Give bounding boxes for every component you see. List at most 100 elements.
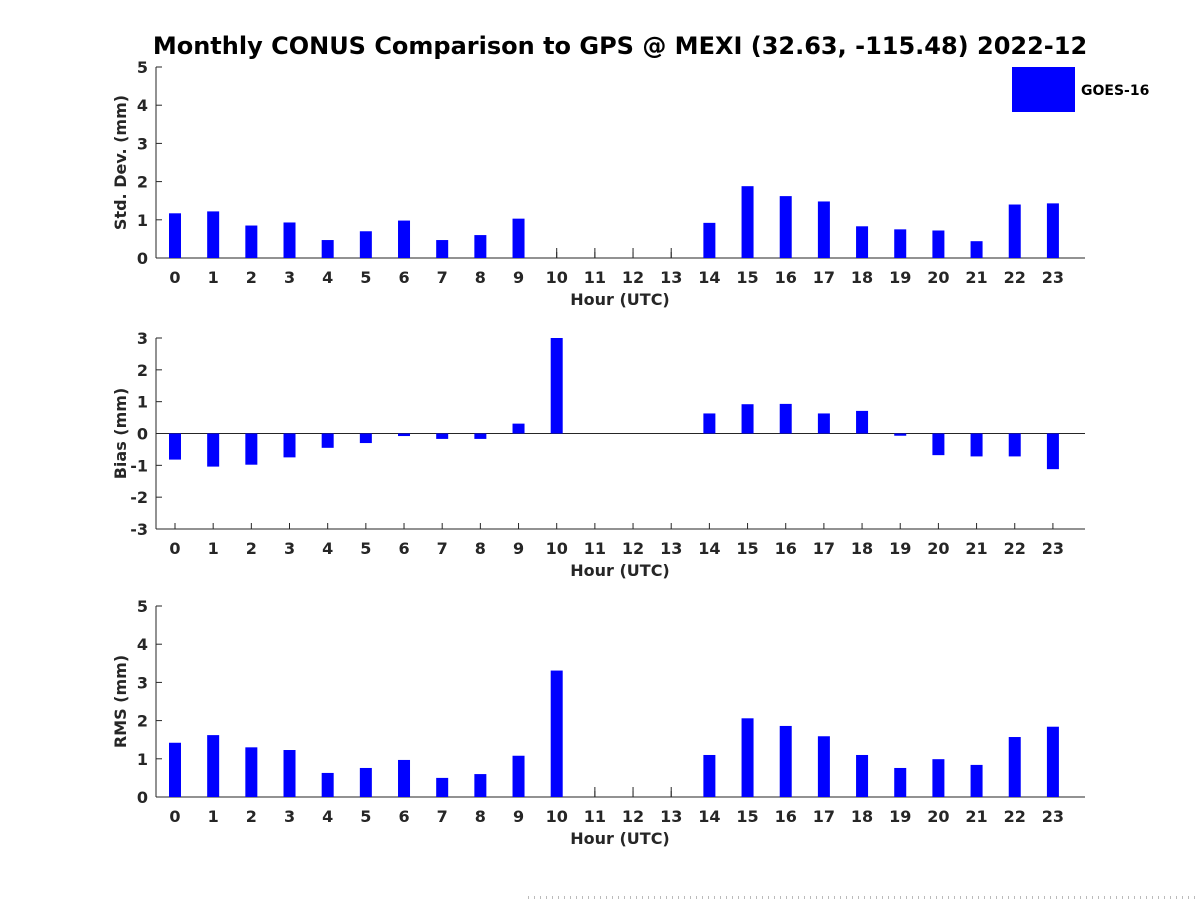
bar [932, 759, 945, 797]
bar [1008, 433, 1021, 457]
x-tick-label: 6 [398, 268, 409, 287]
edge-dot [726, 896, 727, 899]
bar [550, 338, 563, 434]
edge-dot [630, 896, 631, 899]
x-tick-label: 20 [927, 807, 949, 826]
x-tick-label: 14 [698, 268, 720, 287]
x-tick-label: 8 [475, 268, 486, 287]
bar [321, 772, 334, 797]
y-tick-label: 4 [137, 96, 148, 115]
x-tick-label: 1 [208, 807, 219, 826]
x-tick-label: 9 [513, 268, 524, 287]
x-axis-label: Hour (UTC) [570, 561, 670, 580]
y-axis-label: Bias (mm) [111, 388, 130, 480]
x-tick-label: 11 [584, 807, 606, 826]
bar [474, 774, 487, 797]
edge-dot [786, 896, 787, 899]
edge-dot [912, 896, 913, 899]
bar [932, 433, 945, 456]
edge-dot [882, 896, 883, 899]
x-tick-label: 2 [246, 539, 257, 558]
x-tick-label: 22 [1004, 268, 1026, 287]
x-tick-label: 1 [208, 268, 219, 287]
x-tick-label: 23 [1042, 539, 1064, 558]
bar [321, 433, 334, 448]
x-tick-label: 4 [322, 539, 333, 558]
bar [779, 403, 792, 434]
y-tick-label: 1 [137, 211, 148, 230]
legend-label: GOES-16 [1081, 83, 1149, 99]
edge-dot [1068, 896, 1069, 899]
edge-dot [1026, 896, 1027, 899]
x-tick-label: 9 [513, 807, 524, 826]
x-tick-label: 23 [1042, 268, 1064, 287]
y-tick-label: 5 [137, 58, 148, 77]
x-tick-label: 21 [965, 539, 987, 558]
edge-dot [582, 896, 583, 899]
bar [512, 423, 525, 434]
edge-dot [954, 896, 955, 899]
bar [169, 433, 181, 460]
edge-dot [708, 896, 709, 899]
x-tick-label: 10 [546, 539, 568, 558]
edge-dot [918, 896, 919, 899]
edge-dot [1002, 896, 1003, 899]
edge-dot [666, 896, 667, 899]
bar [817, 413, 830, 434]
bar [894, 767, 907, 797]
x-tick-label: 3 [284, 268, 295, 287]
x-tick-label: 16 [775, 268, 797, 287]
bar [970, 764, 983, 797]
y-tick-label: 1 [137, 750, 148, 769]
edge-dot [534, 896, 535, 899]
bar [741, 718, 754, 797]
x-axis-label: Hour (UTC) [570, 829, 670, 848]
bar [474, 433, 487, 439]
edge-dot [1182, 896, 1183, 899]
edge-dot [798, 896, 799, 899]
edge-dot [762, 896, 763, 899]
y-tick-label: 4 [137, 635, 148, 654]
edge-dot [1050, 896, 1051, 899]
x-tick-label: 4 [322, 807, 333, 826]
bar [741, 186, 754, 258]
edge-dot [984, 896, 985, 899]
bar [779, 725, 792, 797]
edge-dot [870, 896, 871, 899]
edge-dot [960, 896, 961, 899]
edge-dot [564, 896, 565, 899]
edge-dot [720, 896, 721, 899]
bar [970, 433, 983, 457]
x-tick-label: 7 [437, 539, 448, 558]
bar [817, 201, 830, 258]
x-tick-label: 0 [169, 539, 180, 558]
edge-dot [1014, 896, 1015, 899]
bar [970, 241, 983, 258]
edge-dot [1092, 896, 1093, 899]
x-tick-label: 14 [698, 539, 720, 558]
edge-dot [972, 896, 973, 899]
bar [207, 433, 220, 467]
edge-dot [600, 896, 601, 899]
bar [398, 433, 411, 437]
edge-dot [924, 896, 925, 899]
bar [359, 767, 372, 797]
x-tick-label: 20 [927, 268, 949, 287]
x-tick-label: 19 [889, 807, 911, 826]
edge-dot [1158, 896, 1159, 899]
edge-dot [1110, 896, 1111, 899]
edge-dot [966, 896, 967, 899]
bar [894, 229, 907, 258]
edge-dot [852, 896, 853, 899]
edge-dot [702, 896, 703, 899]
edge-dot [900, 896, 901, 899]
x-tick-label: 13 [660, 539, 682, 558]
edge-dot [1062, 896, 1063, 899]
bar [817, 736, 830, 797]
y-tick-label: 0 [137, 425, 148, 444]
bar [550, 670, 563, 797]
y-tick-label: 3 [137, 134, 148, 153]
edge-dot [810, 896, 811, 899]
x-tick-label: 6 [398, 539, 409, 558]
edge-dot [1008, 896, 1009, 899]
